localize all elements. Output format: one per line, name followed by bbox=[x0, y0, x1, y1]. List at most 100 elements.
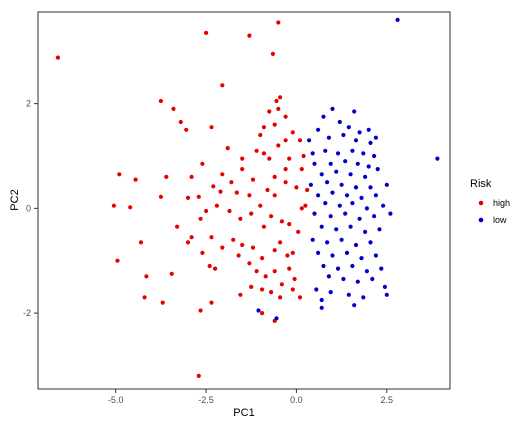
point-high bbox=[301, 153, 306, 159]
point-high bbox=[189, 235, 194, 240]
point-high bbox=[258, 132, 263, 138]
point-low bbox=[314, 287, 319, 292]
point-low bbox=[328, 290, 333, 295]
point-high bbox=[260, 311, 265, 316]
point-low bbox=[325, 240, 330, 245]
point-low bbox=[335, 151, 341, 156]
point-low bbox=[350, 148, 355, 153]
legend-label-low: low bbox=[493, 215, 507, 225]
point-low bbox=[334, 169, 339, 174]
point-low bbox=[366, 127, 371, 132]
point-low bbox=[328, 161, 333, 166]
point-low bbox=[348, 224, 353, 229]
point-high bbox=[142, 295, 147, 300]
point-high bbox=[279, 282, 284, 287]
y-tick-label: 2 bbox=[26, 99, 31, 109]
point-low bbox=[372, 214, 377, 219]
point-low bbox=[361, 295, 366, 300]
point-high bbox=[209, 235, 214, 240]
point-high bbox=[240, 242, 245, 248]
y-axis-ticks: -2 0 2 bbox=[23, 99, 38, 318]
point-low bbox=[341, 132, 346, 138]
point-low bbox=[323, 201, 328, 206]
point-low bbox=[330, 190, 335, 195]
point-high bbox=[283, 138, 288, 143]
point-low bbox=[334, 227, 339, 232]
point-high bbox=[117, 172, 122, 177]
point-high bbox=[204, 208, 209, 214]
point-high bbox=[196, 194, 201, 199]
point-low bbox=[344, 250, 350, 255]
point-high bbox=[247, 193, 252, 198]
point-high bbox=[287, 266, 292, 271]
point-high bbox=[297, 138, 303, 143]
point-low bbox=[310, 151, 315, 156]
point-high bbox=[260, 287, 265, 292]
point-low bbox=[353, 242, 359, 248]
point-low bbox=[355, 161, 360, 166]
point-high bbox=[234, 190, 239, 195]
point-low bbox=[316, 193, 321, 198]
point-high bbox=[263, 274, 268, 279]
point-low bbox=[341, 276, 346, 282]
point-high bbox=[214, 203, 219, 208]
y-axis-title: PC2 bbox=[9, 189, 21, 210]
point-high bbox=[247, 261, 252, 266]
point-high bbox=[261, 125, 266, 130]
point-high bbox=[267, 156, 272, 161]
point-high bbox=[287, 222, 292, 227]
point-high bbox=[220, 83, 225, 88]
x-axis-title: PC1 bbox=[233, 407, 254, 419]
point-high bbox=[249, 211, 254, 216]
point-high bbox=[294, 185, 299, 190]
point-low bbox=[337, 203, 342, 208]
point-high bbox=[276, 143, 281, 148]
point-high bbox=[247, 33, 252, 38]
point-low bbox=[375, 167, 380, 172]
point-high bbox=[185, 240, 191, 245]
legend: Risk high low bbox=[470, 178, 510, 225]
point-low bbox=[339, 237, 344, 242]
point-high bbox=[299, 167, 304, 172]
point-low bbox=[372, 153, 377, 159]
point-high bbox=[160, 300, 165, 305]
point-low bbox=[352, 109, 357, 114]
point-low bbox=[364, 206, 369, 211]
point-high bbox=[158, 98, 163, 104]
point-low bbox=[346, 125, 351, 130]
point-low bbox=[326, 274, 331, 279]
point-low bbox=[355, 279, 360, 284]
point-high bbox=[240, 156, 245, 161]
point-high bbox=[299, 206, 304, 211]
point-high bbox=[303, 203, 308, 208]
point-high bbox=[200, 250, 205, 255]
point-low bbox=[388, 211, 393, 216]
points-layer bbox=[55, 17, 440, 378]
point-low bbox=[382, 284, 387, 289]
point-low bbox=[368, 140, 373, 145]
point-high bbox=[296, 229, 301, 234]
point-low bbox=[323, 148, 328, 153]
point-high bbox=[261, 151, 266, 156]
point-low bbox=[384, 182, 389, 187]
point-high bbox=[220, 172, 225, 177]
legend-key-low bbox=[478, 217, 484, 223]
point-low bbox=[368, 240, 373, 245]
point-high bbox=[236, 253, 241, 258]
point-high bbox=[272, 174, 277, 179]
point-low bbox=[274, 316, 279, 321]
x-tick-label: 2.5 bbox=[380, 395, 393, 405]
point-low bbox=[330, 253, 335, 258]
point-high bbox=[198, 216, 203, 221]
point-high bbox=[218, 189, 223, 194]
point-low bbox=[343, 211, 348, 216]
point-high bbox=[158, 194, 163, 199]
point-high bbox=[240, 167, 245, 172]
point-high bbox=[111, 203, 116, 208]
x-tick-label: -2.5 bbox=[198, 395, 214, 405]
point-high bbox=[225, 146, 230, 151]
point-low bbox=[346, 292, 351, 297]
point-high bbox=[269, 290, 274, 295]
point-low bbox=[339, 182, 344, 187]
point-high bbox=[260, 256, 265, 261]
